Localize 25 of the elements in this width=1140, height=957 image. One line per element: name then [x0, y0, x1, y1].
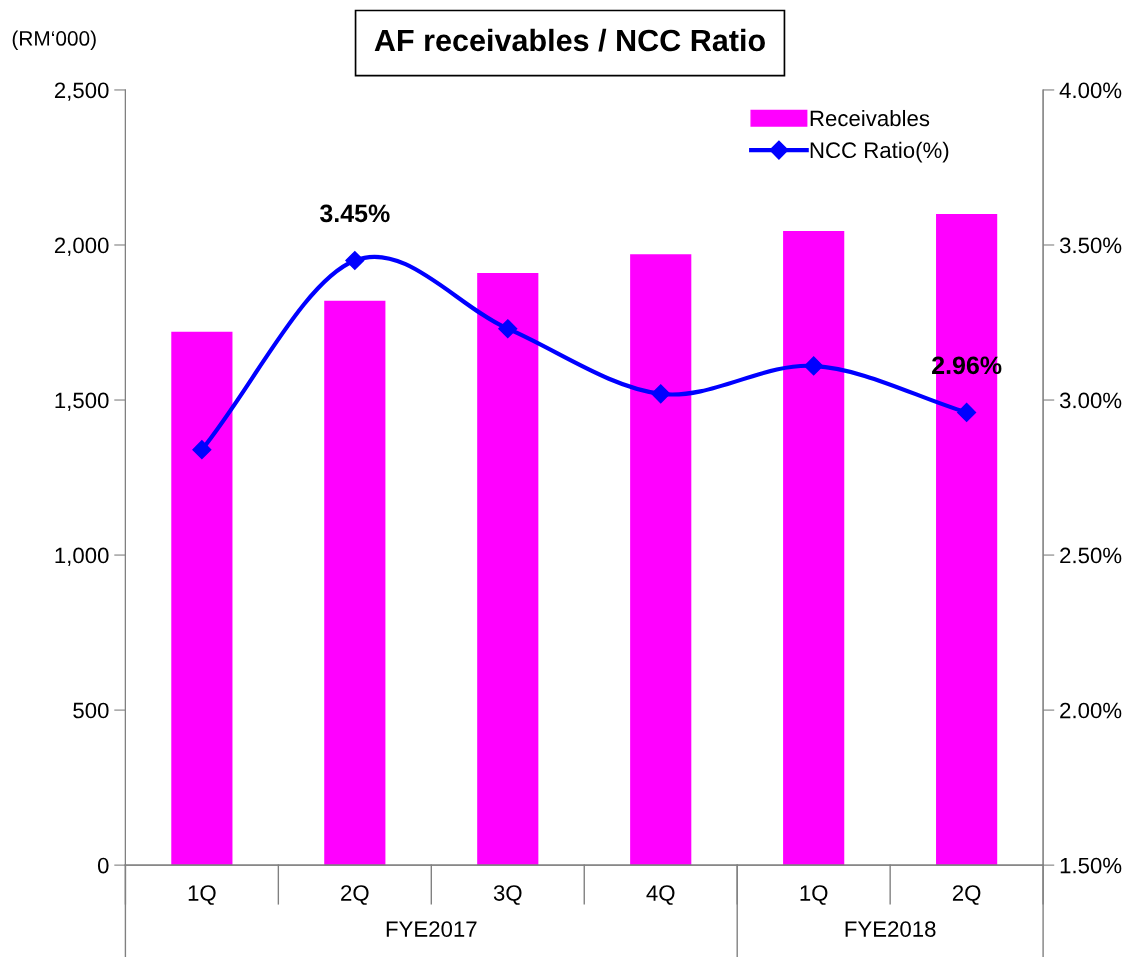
- y-axis-title: (RM‘000): [12, 30, 96, 50]
- y2-tick-label: 1.50%: [1060, 857, 1122, 874]
- y-tick-label: 0: [97, 857, 109, 874]
- y2-tick-label: 3.00%: [1059, 392, 1122, 409]
- data-label: 3.45%: [319, 204, 390, 223]
- y-tick-label: 2,000: [54, 237, 109, 256]
- x-tick-label: 3Q: [493, 885, 522, 905]
- legend-label: Receivables: [810, 109, 930, 127]
- x-tick-label: 4Q: [646, 885, 675, 905]
- y-tick-label: 500: [73, 702, 109, 719]
- text: FYE2017: [386, 921, 477, 937]
- y2-tick-label: 4.00%: [1059, 82, 1122, 99]
- y-tick-label: 1,000: [55, 547, 109, 566]
- legend-label: NCC Ratio(%): [810, 141, 949, 163]
- x-tick-label: 2Q: [341, 885, 369, 905]
- y-tick-label: 2,500: [54, 82, 109, 101]
- y2-tick-label: 2.50%: [1060, 547, 1122, 564]
- x-tick-label: 1Q: [800, 885, 828, 905]
- y2-tick-label: 3.50%: [1059, 237, 1122, 254]
- text: FYE2018: [845, 921, 936, 937]
- chart-title: AF receivables / NCC Ratio: [374, 28, 765, 52]
- x-tick-label: 1Q: [188, 885, 216, 905]
- y-tick-label: 1,500: [55, 392, 109, 411]
- x-tick-label: 2Q: [952, 885, 981, 905]
- y2-tick-label: 2.00%: [1060, 702, 1122, 719]
